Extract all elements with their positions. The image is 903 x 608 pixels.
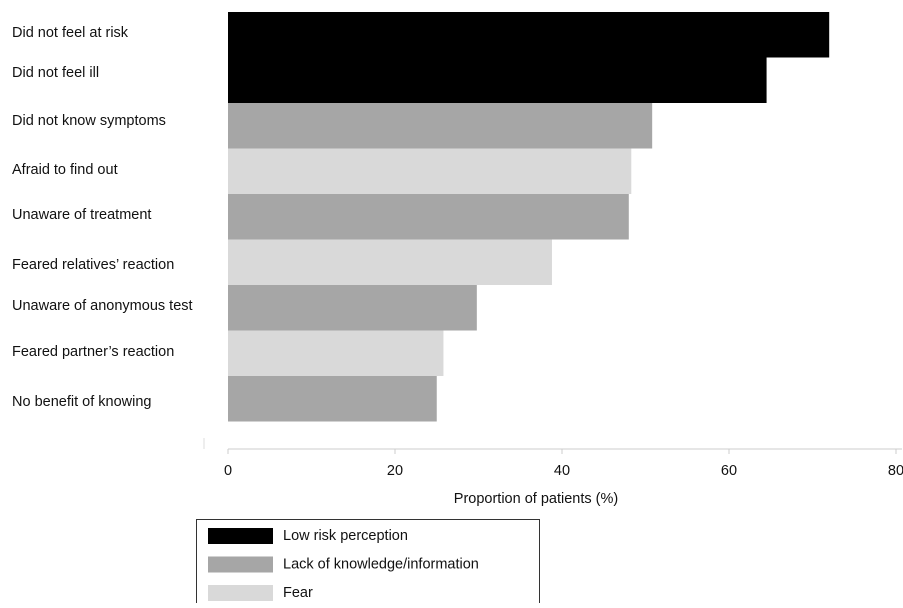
legend-label: Lack of knowledge/information (283, 556, 479, 572)
legend: Low risk perception Lack of knowledge/inf… (196, 519, 540, 608)
category-label: Afraid to find out (12, 162, 118, 178)
x-tick-label: 20 (387, 463, 403, 479)
bars (228, 12, 830, 422)
category-label: Did not know symptoms (12, 113, 166, 129)
legend-swatch (208, 585, 273, 601)
bar-1 (228, 57, 767, 103)
category-label: Did not feel ill (12, 65, 99, 81)
bar-4 (228, 194, 629, 240)
bar-3 (228, 148, 632, 194)
category-label: Feared partner’s reaction (12, 344, 174, 360)
x-tick-label: 40 (554, 463, 570, 479)
x-axis-label: Proportion of patients (%) (454, 491, 618, 507)
bar-0 (228, 12, 830, 58)
x-tick-label: 80 (888, 463, 903, 479)
bar-5 (228, 239, 552, 285)
legend-label: Low risk perception (283, 528, 408, 544)
category-label: Unaware of treatment (12, 207, 151, 223)
category-labels: Did not feel at risk Did not feel ill Did … (12, 25, 193, 410)
x-tick-label: 0 (224, 463, 232, 479)
category-label: Unaware of anonymous test (12, 298, 193, 314)
bar-8 (228, 376, 437, 422)
category-label: No benefit of knowing (12, 394, 151, 410)
bar-7 (228, 330, 444, 376)
category-label: Did not feel at risk (12, 25, 129, 41)
x-tick-label: 60 (721, 463, 737, 479)
legend-swatch (208, 528, 273, 544)
legend-swatch (208, 556, 273, 573)
category-label: Feared relatives’ reaction (12, 257, 174, 273)
bar-2 (228, 103, 653, 149)
legend-label: Fear (283, 585, 313, 601)
x-axis: 0 20 40 60 80 (203, 438, 903, 479)
bar-6 (228, 285, 477, 331)
